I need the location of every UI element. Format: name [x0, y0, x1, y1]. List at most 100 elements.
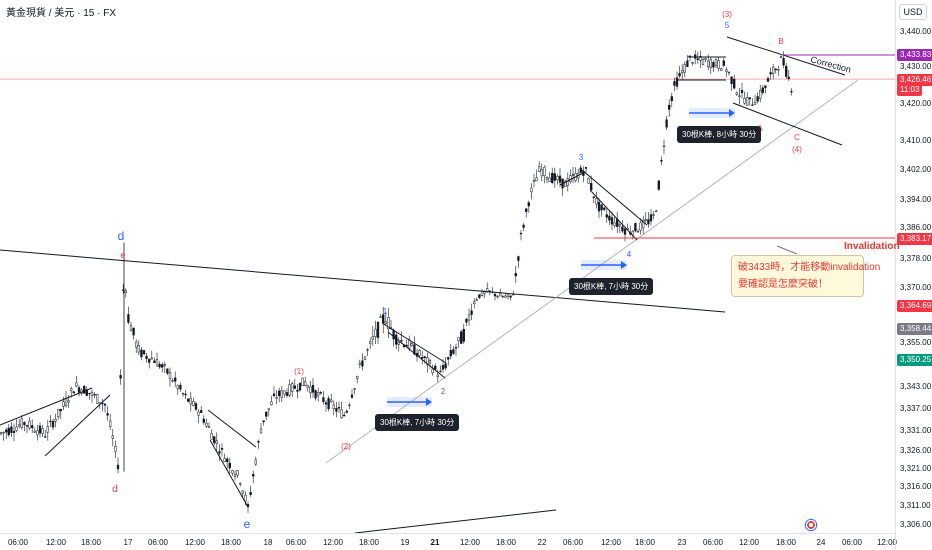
candle-body [678, 72, 681, 77]
candle-body [223, 458, 226, 462]
x-tick-label: 12:00 [460, 538, 481, 547]
candle-body [722, 60, 725, 66]
candle-body [733, 78, 736, 89]
candle-body [514, 273, 517, 277]
x-tick-label: 18:00 [776, 538, 797, 547]
candle-body [530, 187, 533, 193]
candle-body [496, 295, 499, 298]
candle-body [569, 175, 572, 182]
candle-body [155, 359, 159, 367]
candle-body [166, 368, 169, 374]
candle-body [350, 394, 354, 398]
price-axis-divider [895, 0, 896, 550]
candle-body [579, 167, 582, 173]
candle-body [103, 403, 107, 406]
flag-line-5 [559, 171, 586, 186]
x-tick-label: 21 [431, 538, 440, 547]
candle-body [774, 68, 777, 71]
candle-body [259, 428, 263, 434]
candle-body [187, 398, 190, 402]
candle-body [545, 177, 549, 180]
bars-count-badge-3: 30根K棒, 8小時 30分 [677, 126, 762, 143]
y-tick-label: 3,311.00 [900, 501, 931, 510]
range-arrow-head [621, 261, 627, 269]
y-tick-label: 3,316.00 [900, 482, 932, 491]
candle-body [83, 385, 86, 394]
wedge-line-2 [44, 394, 111, 457]
currency-button[interactable]: USD [899, 4, 927, 20]
candle-body [444, 363, 447, 369]
candle-body [127, 314, 130, 323]
x-tick-label: 17 [124, 538, 133, 547]
candle-body [652, 214, 655, 216]
wave-label: B [778, 37, 783, 46]
candle-body [452, 349, 455, 354]
candle-body [509, 295, 512, 298]
candle-body [304, 381, 307, 386]
candle-body [345, 410, 348, 413]
correction-label: Correction [809, 54, 852, 74]
candle-body [111, 435, 114, 439]
note-callout[interactable]: 破3433時，才能移動invalidation 要確認是怎麼突破！ [731, 255, 880, 297]
candle-body [319, 392, 322, 394]
candle-body [740, 89, 744, 94]
candle-body [535, 177, 538, 182]
candle-body [228, 462, 231, 469]
candle-body [428, 359, 432, 364]
candle-body [439, 370, 442, 373]
y-tick-label: 3,343.00 [900, 382, 932, 391]
candle-body [787, 76, 790, 79]
candle-body [410, 343, 413, 346]
candle-body [441, 365, 445, 370]
candle-body [764, 85, 767, 89]
candle-body [499, 293, 502, 297]
candle-body [449, 350, 452, 357]
candle-body [397, 342, 400, 345]
us-flag-icon[interactable] [804, 518, 818, 532]
candle-body [613, 222, 616, 226]
candle-body [161, 364, 164, 368]
time-axis-divider [0, 533, 895, 534]
candle-body [163, 364, 166, 366]
wave-label: d [112, 484, 118, 495]
candle-body [215, 440, 218, 444]
candle-body [348, 404, 351, 407]
candle-body [272, 393, 276, 396]
candle-body [129, 325, 133, 332]
y-tick-label: 3,394.00 [900, 195, 932, 204]
wedge-line-3 [207, 409, 257, 448]
wave-label: (2) [341, 442, 351, 451]
candle-body [525, 208, 528, 212]
candle-body [558, 175, 562, 183]
candle-body [135, 341, 138, 348]
candle-body [353, 388, 356, 390]
flag-line-4 [589, 189, 638, 241]
candle-body [270, 401, 273, 406]
candle-body [158, 363, 161, 368]
flag-line-1 [381, 322, 447, 364]
candle-body [249, 492, 252, 495]
wave-label: 2 [441, 387, 446, 396]
candle-body [207, 426, 211, 428]
x-tick-label: 23 [678, 538, 687, 547]
x-tick-label: 06:00 [842, 538, 863, 547]
candle-body [683, 64, 686, 73]
candle-body [7, 427, 10, 436]
invalidation-pointer [776, 245, 798, 255]
candle-body [137, 345, 140, 353]
candle-body [213, 436, 216, 444]
candle-body [634, 223, 637, 232]
candle-body [358, 362, 361, 365]
candle-body [171, 380, 174, 382]
candle-body [621, 226, 624, 232]
candle-body [236, 470, 239, 476]
candle-body [67, 400, 70, 403]
candle-body [707, 60, 710, 68]
x-tick-label: 18:00 [359, 538, 380, 547]
candle-body [470, 310, 473, 315]
candle-body [699, 56, 702, 61]
x-tick-label: 06:00 [703, 538, 724, 547]
candle-body [181, 393, 185, 395]
candle-body [369, 341, 372, 344]
